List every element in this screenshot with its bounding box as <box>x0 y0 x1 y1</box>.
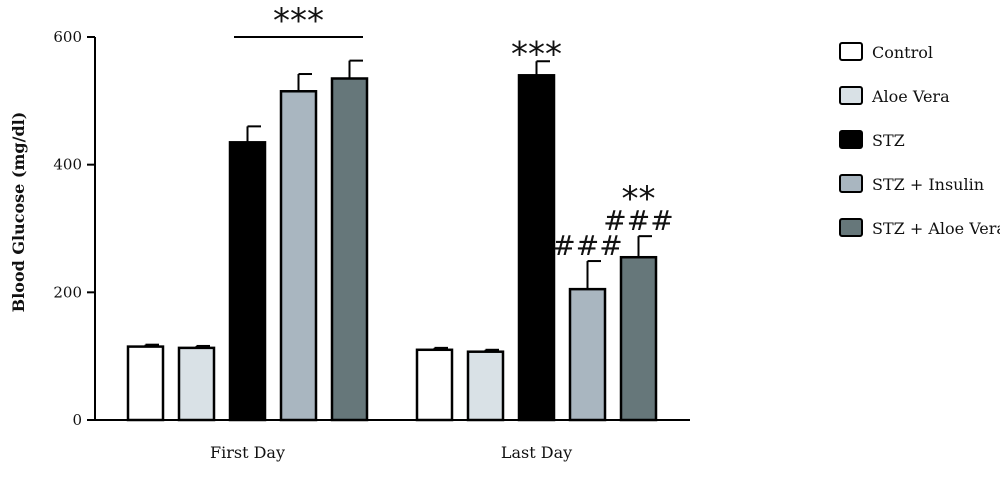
legend-swatch <box>839 86 863 105</box>
legend-label: STZ + Insulin <box>872 175 984 194</box>
bar <box>177 346 216 422</box>
legend-item: STZ + Insulin <box>839 174 984 194</box>
y-axis-label: Blood Glucose (mg/dl) <box>9 112 28 313</box>
significance-label: ### <box>552 229 622 262</box>
bar <box>415 348 454 422</box>
bar <box>126 345 165 422</box>
significance-label: ** <box>622 179 656 219</box>
bar <box>279 90 318 422</box>
y-tick-label: 200 <box>53 283 82 301</box>
legend-swatch <box>839 130 863 149</box>
legend-item: STZ <box>839 130 905 150</box>
significance-label: *** <box>273 1 324 41</box>
bar <box>330 77 369 422</box>
legend-label: Aloe Vera <box>871 87 950 106</box>
legend-item: Aloe Vera <box>839 86 950 106</box>
legend-swatch <box>839 218 863 237</box>
significance-annotations: *** *** ######** <box>234 1 674 262</box>
y-tick-label: 400 <box>53 156 82 174</box>
bar <box>568 287 607 422</box>
legend-item: Control <box>839 42 933 62</box>
legend-label: STZ + Aloe Vera <box>872 219 1000 238</box>
bar <box>466 350 505 422</box>
x-axis: First Day Last Day <box>95 419 690 462</box>
bar <box>619 255 658 422</box>
y-axis: 0 200 400 600 <box>53 28 96 429</box>
x-tick-label: Last Day <box>501 443 572 462</box>
bar <box>228 141 267 422</box>
significance-label: ### <box>603 204 673 237</box>
significance-label: *** <box>511 34 562 74</box>
legend-swatch <box>839 174 863 193</box>
legend-label: Control <box>872 43 933 62</box>
legend-swatch <box>839 42 863 61</box>
legend: Control Aloe Vera STZ STZ + Insulin STZ + Al… <box>839 42 1000 238</box>
y-tick-label: 600 <box>53 28 82 46</box>
y-tick-label: 0 <box>72 411 82 429</box>
legend-item: STZ + Aloe Vera <box>839 218 1000 238</box>
x-tick-label: First Day <box>210 443 285 462</box>
bar <box>517 74 556 422</box>
legend-label: STZ <box>872 131 905 150</box>
